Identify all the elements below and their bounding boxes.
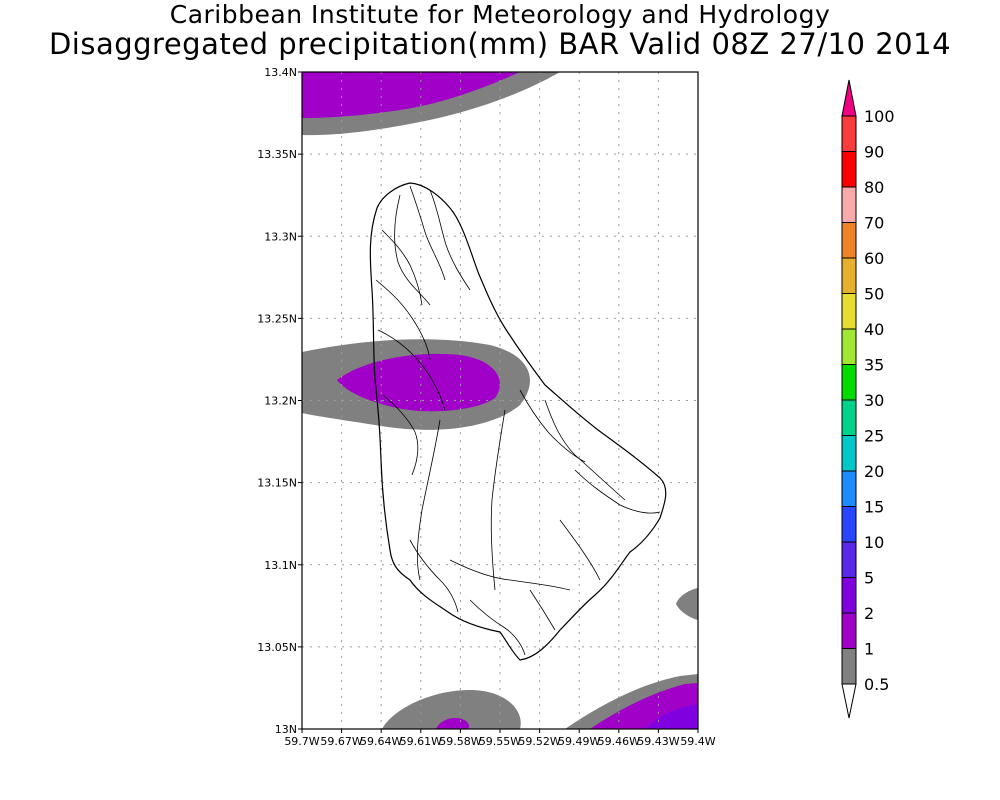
precip-area-gray (382, 690, 521, 729)
legend-swatch (841, 293, 857, 330)
legend-label: 100 (864, 107, 895, 126)
page-subtitle: Disaggregated precipitation(mm) BAR Vali… (48, 27, 952, 61)
legend-label: 70 (864, 214, 884, 233)
lon-tick-label: 59.7W (284, 735, 319, 748)
lat-tick-label: 13.15N (257, 477, 297, 490)
legend-swatch (841, 577, 857, 614)
lon-tick-label: 59.46W (598, 735, 640, 748)
legend-label: 90 (864, 143, 884, 162)
legend-swatch (841, 257, 857, 294)
legend-label: 0.5 (864, 675, 889, 694)
lat-tick-label: 13.35N (257, 148, 297, 161)
legend-swatch (841, 364, 857, 401)
legend-swatch (841, 222, 857, 259)
legend-swatch (841, 541, 857, 578)
legend-label: 10 (864, 533, 884, 552)
lon-tick-label: 59.49W (558, 735, 600, 748)
legend-swatch (841, 186, 857, 223)
lat-tick-label: 13.3N (264, 230, 297, 243)
barbados-island (369, 182, 667, 661)
legend-label: 50 (864, 285, 884, 304)
precipitation-fields (302, 72, 698, 729)
legend-swatch (841, 151, 857, 188)
legend-label: 15 (864, 498, 884, 517)
legend-label: 30 (864, 391, 884, 410)
legend-swatch (841, 399, 857, 436)
lat-tick-label: 13.1N (264, 559, 297, 572)
legend-swatch (841, 470, 857, 507)
lon-tick-label: 59.52W (518, 735, 560, 748)
grid-lines (302, 72, 698, 729)
lat-tick-label: 13N (275, 723, 297, 736)
legend-swatch (841, 683, 857, 719)
lon-tick-label: 59.4W (680, 735, 715, 748)
legend-swatch (841, 79, 857, 117)
lon-tick-label: 59.43W (637, 735, 679, 748)
legend-label: 35 (864, 356, 884, 375)
lon-tick-label: 59.55W (479, 735, 521, 748)
lon-tick-label: 59.64W (360, 735, 402, 748)
legend-label: 40 (864, 320, 884, 339)
legend-swatch (841, 435, 857, 472)
lat-tick-label: 13.05N (257, 641, 297, 654)
legend-label: 1 (864, 640, 874, 659)
longitude-axis: 59.7W 59.67W59.64W59.61W59.58W59.55W59.52… (284, 729, 716, 748)
lon-tick-label: 59.61W (400, 735, 442, 748)
lat-tick-label: 13.2N (264, 395, 297, 408)
lat-tick-label: 13.25N (257, 312, 297, 325)
legend-swatch (841, 612, 857, 649)
precip-area-violet (645, 704, 698, 729)
precip-area-purple (337, 353, 500, 412)
river-network (375, 185, 661, 656)
legend-label: 25 (864, 427, 884, 446)
legend-label: 60 (864, 249, 884, 268)
page-title: Caribbean Institute for Meteorology and … (169, 0, 831, 29)
island-coastline (369, 182, 667, 661)
legend-label: 20 (864, 462, 884, 481)
latitude-axis: 13N 13.05N 13.1N 13.15N 13.2N 13.25N 13.3N 13.3… (257, 66, 302, 736)
lon-tick-label: 59.67W (320, 735, 362, 748)
lat-tick-label: 13.4N (264, 66, 297, 79)
legend-swatch (841, 115, 857, 152)
legend-label: 2 (864, 604, 874, 623)
precip-area-purple (302, 72, 520, 118)
legend-swatch (841, 648, 857, 685)
legend-swatch (841, 506, 857, 543)
lon-tick-label: 59.58W (439, 735, 481, 748)
legend-label: 5 (864, 569, 874, 588)
precip-area-gray (676, 588, 698, 620)
legend-swatch (841, 328, 857, 365)
legend-label: 80 (864, 178, 884, 197)
